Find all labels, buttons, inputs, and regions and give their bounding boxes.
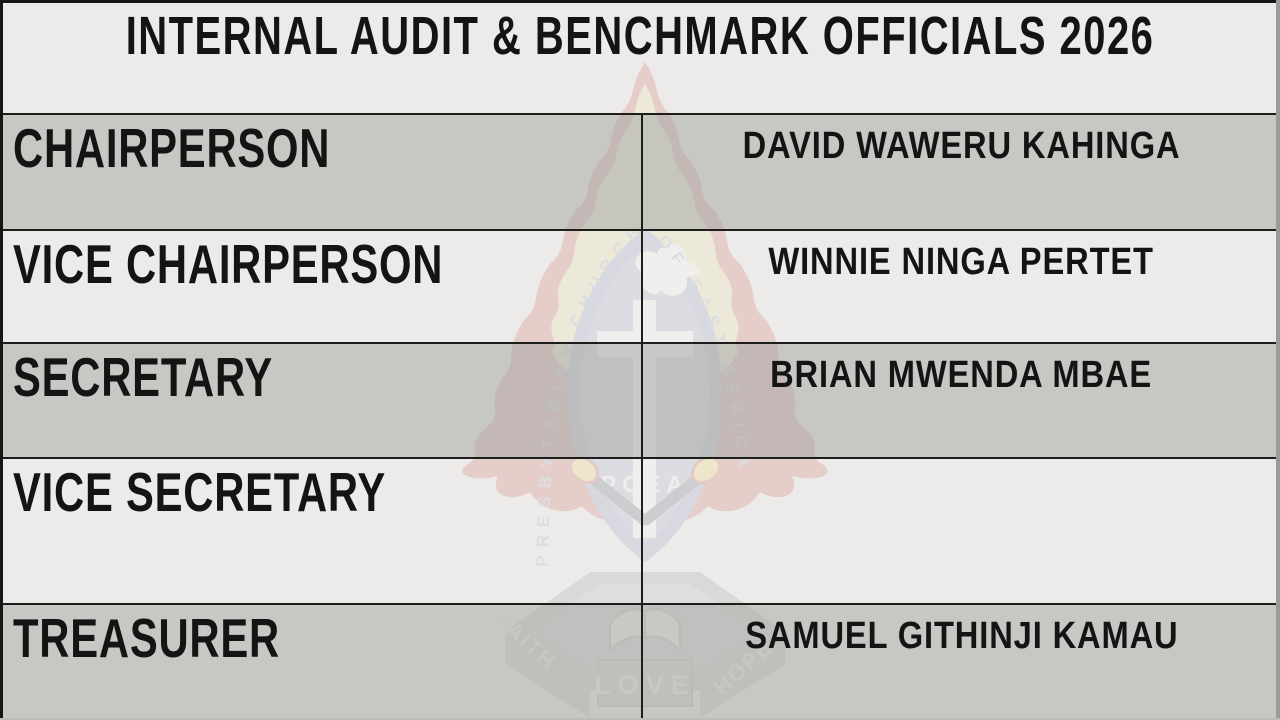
table-row-vice-secretary: VICE SECRETARY	[0, 457, 1280, 603]
official-name: SAMUEL GITHINJI KAMAU	[744, 615, 1179, 657]
role-label: VICE CHAIRPERSON	[13, 233, 444, 295]
table-row-chairperson: CHAIRPERSON DAVID WAWERU KAHINGA	[0, 113, 1280, 229]
slide-border-right	[1276, 0, 1280, 720]
role-label: TREASURER	[13, 607, 280, 669]
role-label: SECRETARY	[13, 346, 273, 408]
official-name: WINNIE NINGA PERTET	[768, 241, 1155, 283]
official-name: DAVID WAWERU KAHINGA	[742, 125, 1181, 167]
slide-border-left	[0, 0, 3, 720]
page-title: INTERNAL AUDIT & BENCHMARK OFFICIALS 202…	[125, 6, 1155, 66]
role-label: VICE SECRETARY	[13, 461, 386, 523]
slide-border-top	[0, 0, 1280, 3]
table-row-vice-chairperson: VICE CHAIRPERSON WINNIE NINGA PERTET	[0, 229, 1280, 342]
table-row-treasurer: TREASURER SAMUEL GITHINJI KAMAU	[0, 603, 1280, 720]
official-name: BRIAN MWENDA MBAE	[770, 354, 1153, 396]
header-row: INTERNAL AUDIT & BENCHMARK OFFICIALS 202…	[0, 0, 1280, 113]
role-label: CHAIRPERSON	[13, 117, 331, 179]
table-row-secretary: SECRETARY BRIAN MWENDA MBAE	[0, 342, 1280, 457]
slide-border-bottom	[0, 718, 1280, 720]
